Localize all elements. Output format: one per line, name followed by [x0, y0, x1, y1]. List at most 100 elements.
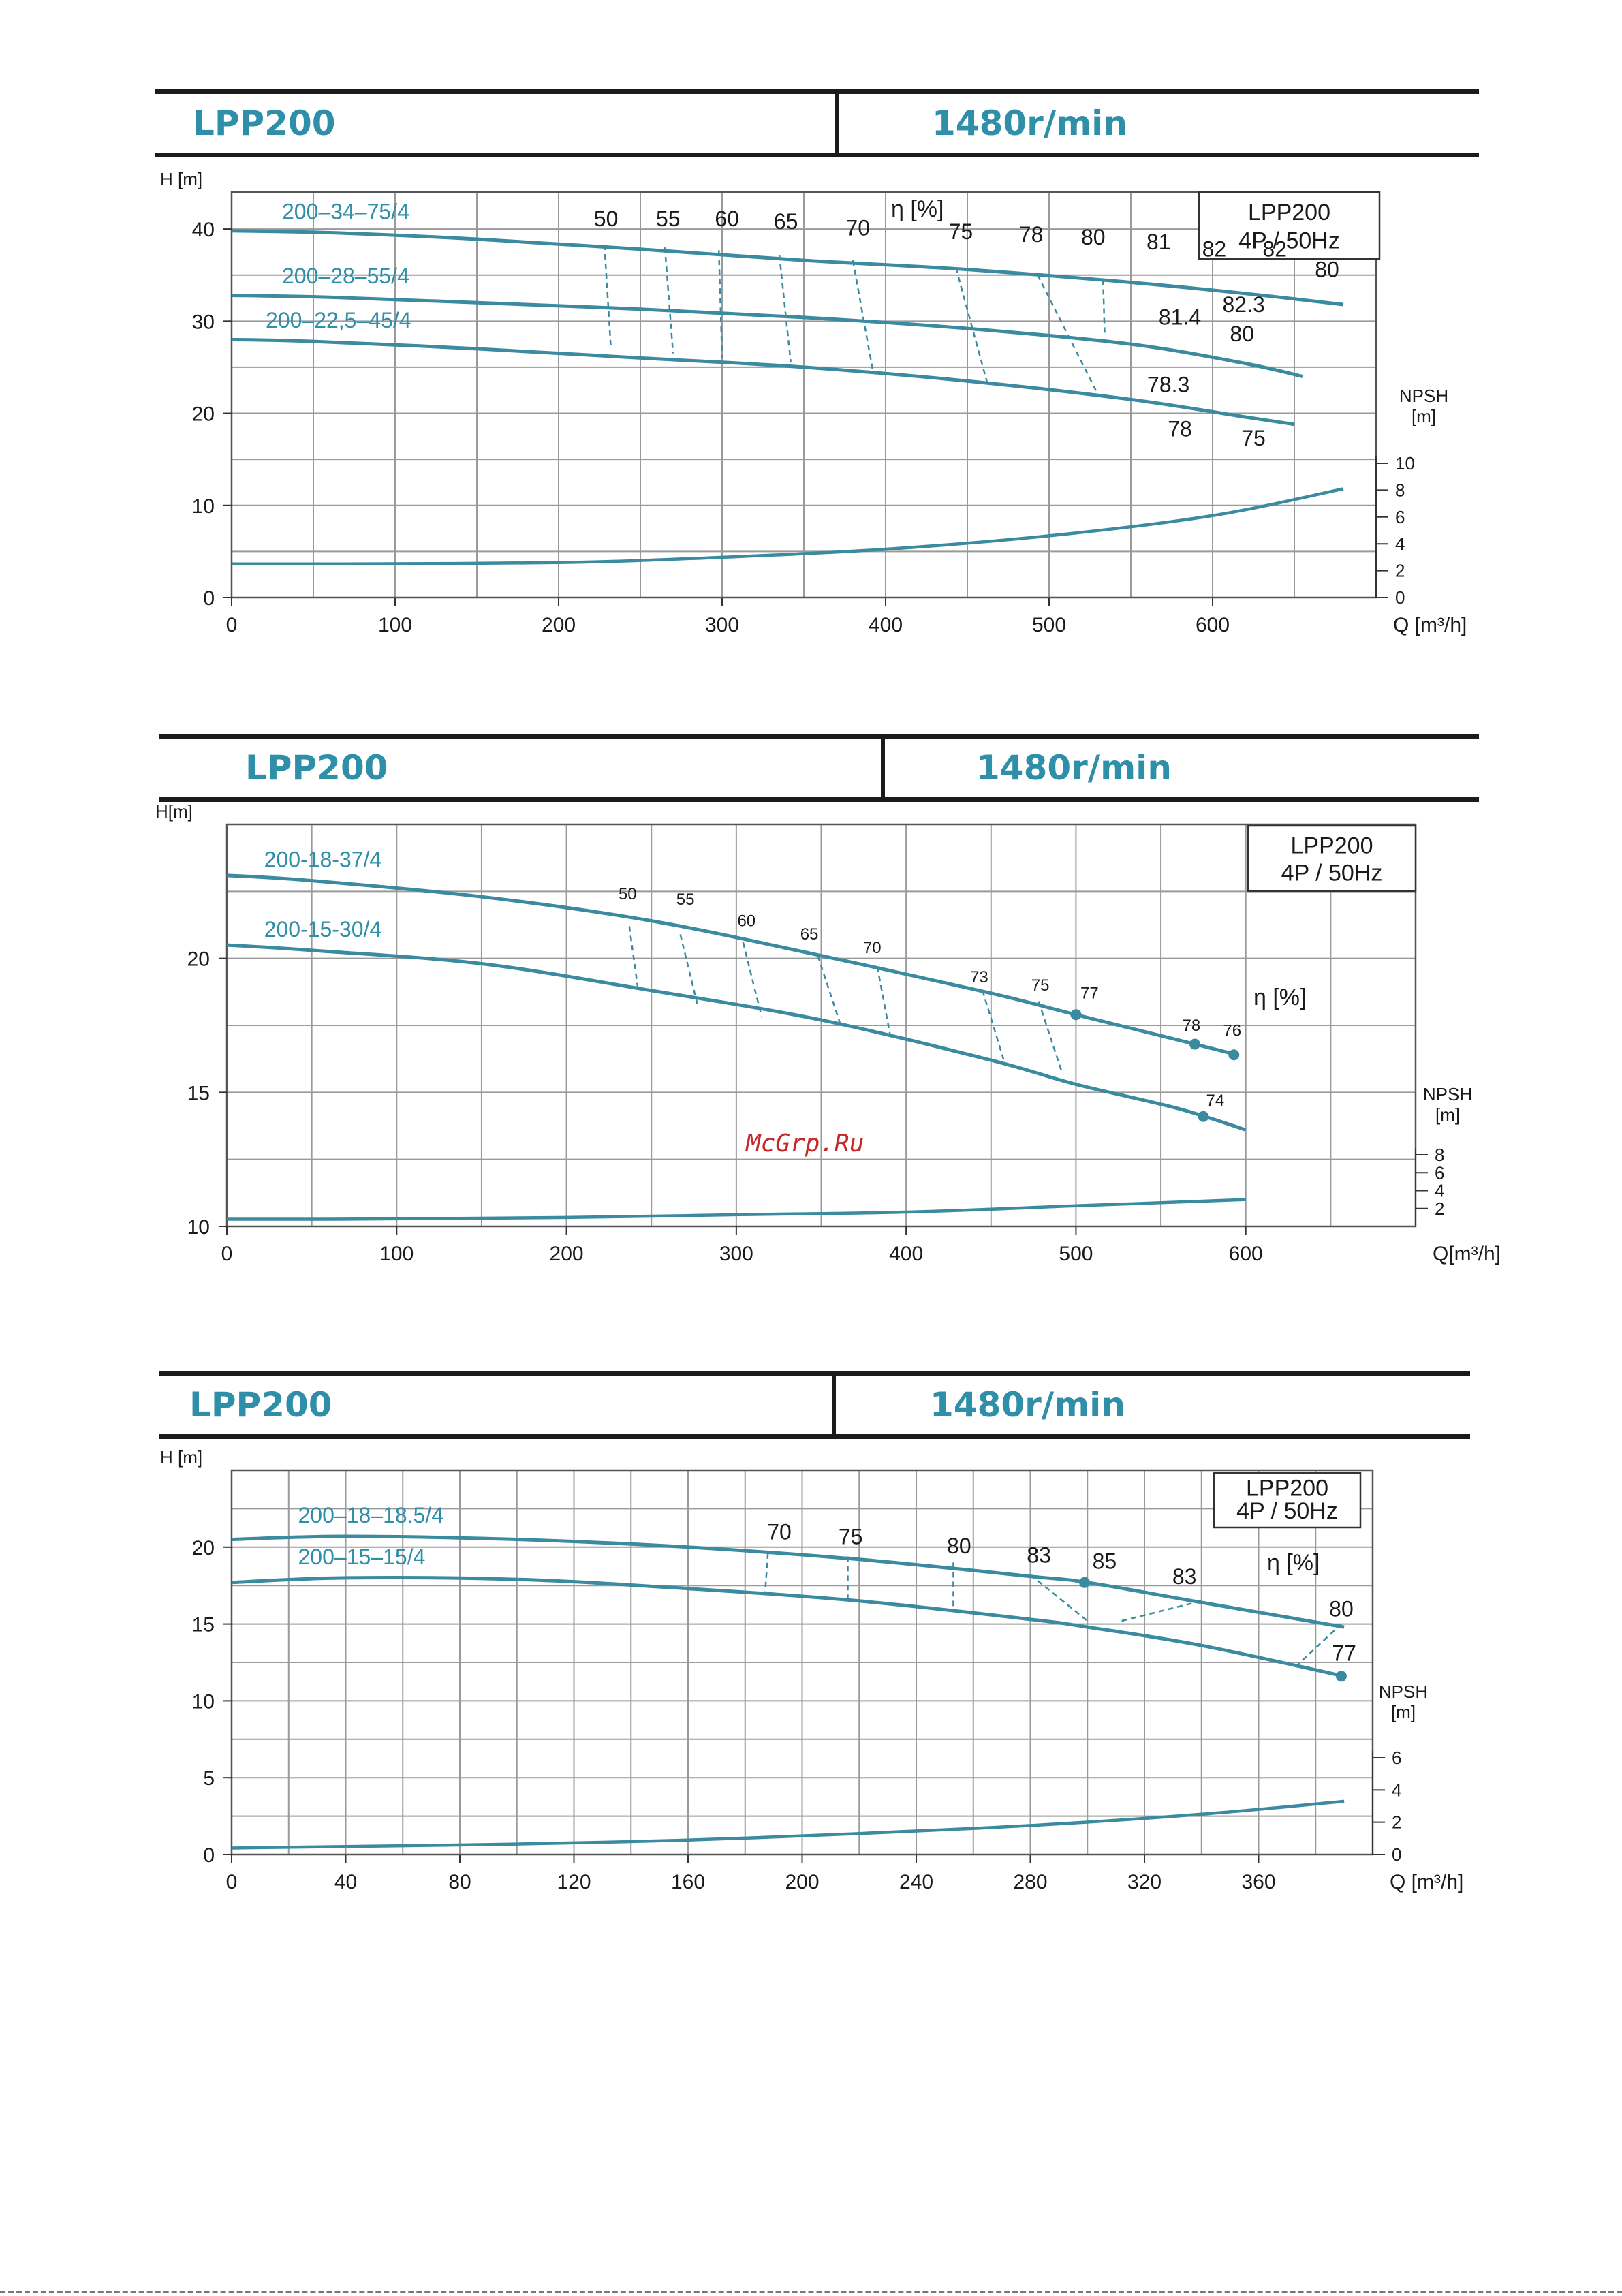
speed-label: 1480r/min: [932, 104, 1127, 143]
efficiency-iso-line: [628, 926, 639, 989]
npsh-tick-label: 8: [1435, 1145, 1444, 1165]
x-tick-label: 400: [869, 614, 903, 636]
y-tick-label: 30: [192, 311, 215, 333]
npsh-tick-label: 8: [1395, 480, 1405, 500]
efficiency-label: 60: [737, 912, 755, 930]
npsh-tick-label: 2: [1435, 1198, 1444, 1219]
efficiency-axis-label: η [%]: [891, 196, 943, 222]
efficiency-label: 65: [800, 925, 819, 944]
efficiency-label: 78: [1168, 416, 1192, 441]
series-label: 200-15-30/4: [264, 917, 382, 942]
efficiency-label: 70: [845, 216, 870, 241]
efficiency-iso-line: [1029, 1574, 1089, 1622]
npsh-tick-label: 2: [1392, 1812, 1401, 1833]
npsh-curve: [226, 1198, 1246, 1221]
series-label: 200–22,5–45/4: [266, 308, 411, 332]
y-tick-label: 5: [203, 1767, 215, 1790]
efficiency-label: 55: [656, 206, 681, 231]
x-tick-label: 100: [379, 1243, 414, 1265]
npsh-axis-label: NPSH: [1379, 1681, 1428, 1702]
header-divider: [832, 1376, 836, 1434]
efficiency-label: 82.3: [1222, 292, 1264, 317]
head-curve-series: [231, 294, 1303, 378]
efficiency-label: 81.4: [1159, 305, 1201, 330]
y-tick-label: 40: [192, 219, 215, 241]
efficiency-iso-line: [1037, 275, 1099, 396]
x-tick-label: 600: [1196, 614, 1230, 636]
header-divider: [881, 739, 885, 797]
head-curve-series: [226, 943, 1247, 1132]
efficiency-label: 83: [1027, 1542, 1051, 1567]
efficiency-label: 80: [1230, 322, 1254, 346]
legend-rating: 4P / 50Hz: [1281, 860, 1383, 886]
x-tick-label: 280: [1013, 1871, 1047, 1893]
x-axis-label: Q [m³/h]: [1393, 614, 1467, 636]
legend-model: LPP200: [1248, 200, 1330, 226]
y-axis-label: H[m]: [155, 801, 193, 822]
npsh-curve: [231, 487, 1344, 566]
x-tick-label: 80: [448, 1871, 471, 1893]
x-tick-label: 0: [221, 1243, 233, 1265]
x-tick-label: 0: [226, 1871, 238, 1893]
legend-box: [1213, 1472, 1362, 1529]
legend-model: LPP200: [1246, 1476, 1328, 1502]
x-tick-label: 360: [1241, 1871, 1275, 1893]
npsh-tick-label: 6: [1395, 507, 1405, 527]
efficiency-label: 75: [949, 219, 973, 244]
x-tick-label: 600: [1229, 1243, 1263, 1265]
head-curve-series: [231, 229, 1344, 307]
npsh-tick-label: 4: [1395, 533, 1405, 554]
y-tick-label: 20: [187, 948, 210, 971]
npsh-axis-unit: [m]: [1435, 1104, 1460, 1125]
efficiency-label: 75: [1241, 426, 1266, 450]
efficiency-axis-label: η [%]: [1267, 1550, 1320, 1576]
npsh-tick-label: 6: [1435, 1162, 1444, 1183]
x-axis-label: Q[m³/h]: [1433, 1243, 1501, 1265]
x-tick-label: 200: [550, 1243, 584, 1265]
efficiency-iso-line: [603, 245, 612, 349]
npsh-axis-label: NPSH: [1423, 1084, 1472, 1104]
legend-box: [1247, 824, 1417, 893]
panel-header-3: LPP200 1480r/min: [159, 1371, 1470, 1439]
npsh-tick-label: 10: [1395, 453, 1415, 474]
chart-2: 0 100 200 300 400 500 600 10 15 20 H[m] Q[m³/h] 2468…: [155, 801, 1501, 1265]
operating-point-marker: [1189, 1038, 1200, 1050]
speed-label: 1480r/min: [930, 1385, 1125, 1425]
efficiency-iso-line: [852, 260, 874, 369]
efficiency-label: 78.3: [1147, 372, 1189, 397]
efficiency-label: 50: [594, 206, 619, 231]
y-tick-label: 20: [192, 403, 215, 426]
x-tick-label: 200: [785, 1871, 819, 1893]
operating-point-marker: [1335, 1671, 1347, 1682]
efficiency-iso-line: [664, 247, 674, 354]
header-divider: [835, 94, 839, 153]
bottom-dashed-rule: [0, 2291, 1622, 2293]
efficiency-label: 80: [1329, 1596, 1354, 1621]
y-tick-label: 10: [192, 1690, 215, 1713]
efficiency-axis-label: η [%]: [1253, 984, 1306, 1010]
series-label: 200–15–15/4: [298, 1545, 426, 1569]
x-tick-label: 240: [899, 1871, 933, 1893]
x-tick-label: 500: [1059, 1243, 1093, 1265]
efficiency-iso-line: [954, 267, 988, 382]
operating-point-marker: [1079, 1577, 1091, 1588]
x-tick-label: 300: [705, 614, 739, 636]
x-tick-label: 160: [671, 1871, 705, 1893]
npsh-tick-label: 2: [1395, 561, 1405, 581]
y-tick-label: 15: [192, 1614, 215, 1636]
efficiency-iso-line: [778, 254, 792, 363]
npsh-tick-label: 6: [1392, 1748, 1401, 1768]
efficiency-iso-line: [1298, 1623, 1342, 1665]
npsh-tick-label: 4: [1435, 1181, 1444, 1201]
y-tick-label: 15: [187, 1082, 210, 1104]
head-curve-series: [231, 1576, 1345, 1678]
efficiency-iso-line: [1102, 279, 1106, 335]
operating-point-marker: [1228, 1049, 1240, 1061]
y-axis-label: H [m]: [160, 169, 202, 189]
efficiency-label: 80: [1081, 225, 1106, 249]
efficiency-label: 85: [1093, 1549, 1117, 1573]
panel-header-1: LPP200 1480r/min: [155, 89, 1479, 157]
efficiency-iso-line: [817, 955, 843, 1029]
efficiency-label: 77: [1332, 1641, 1356, 1666]
